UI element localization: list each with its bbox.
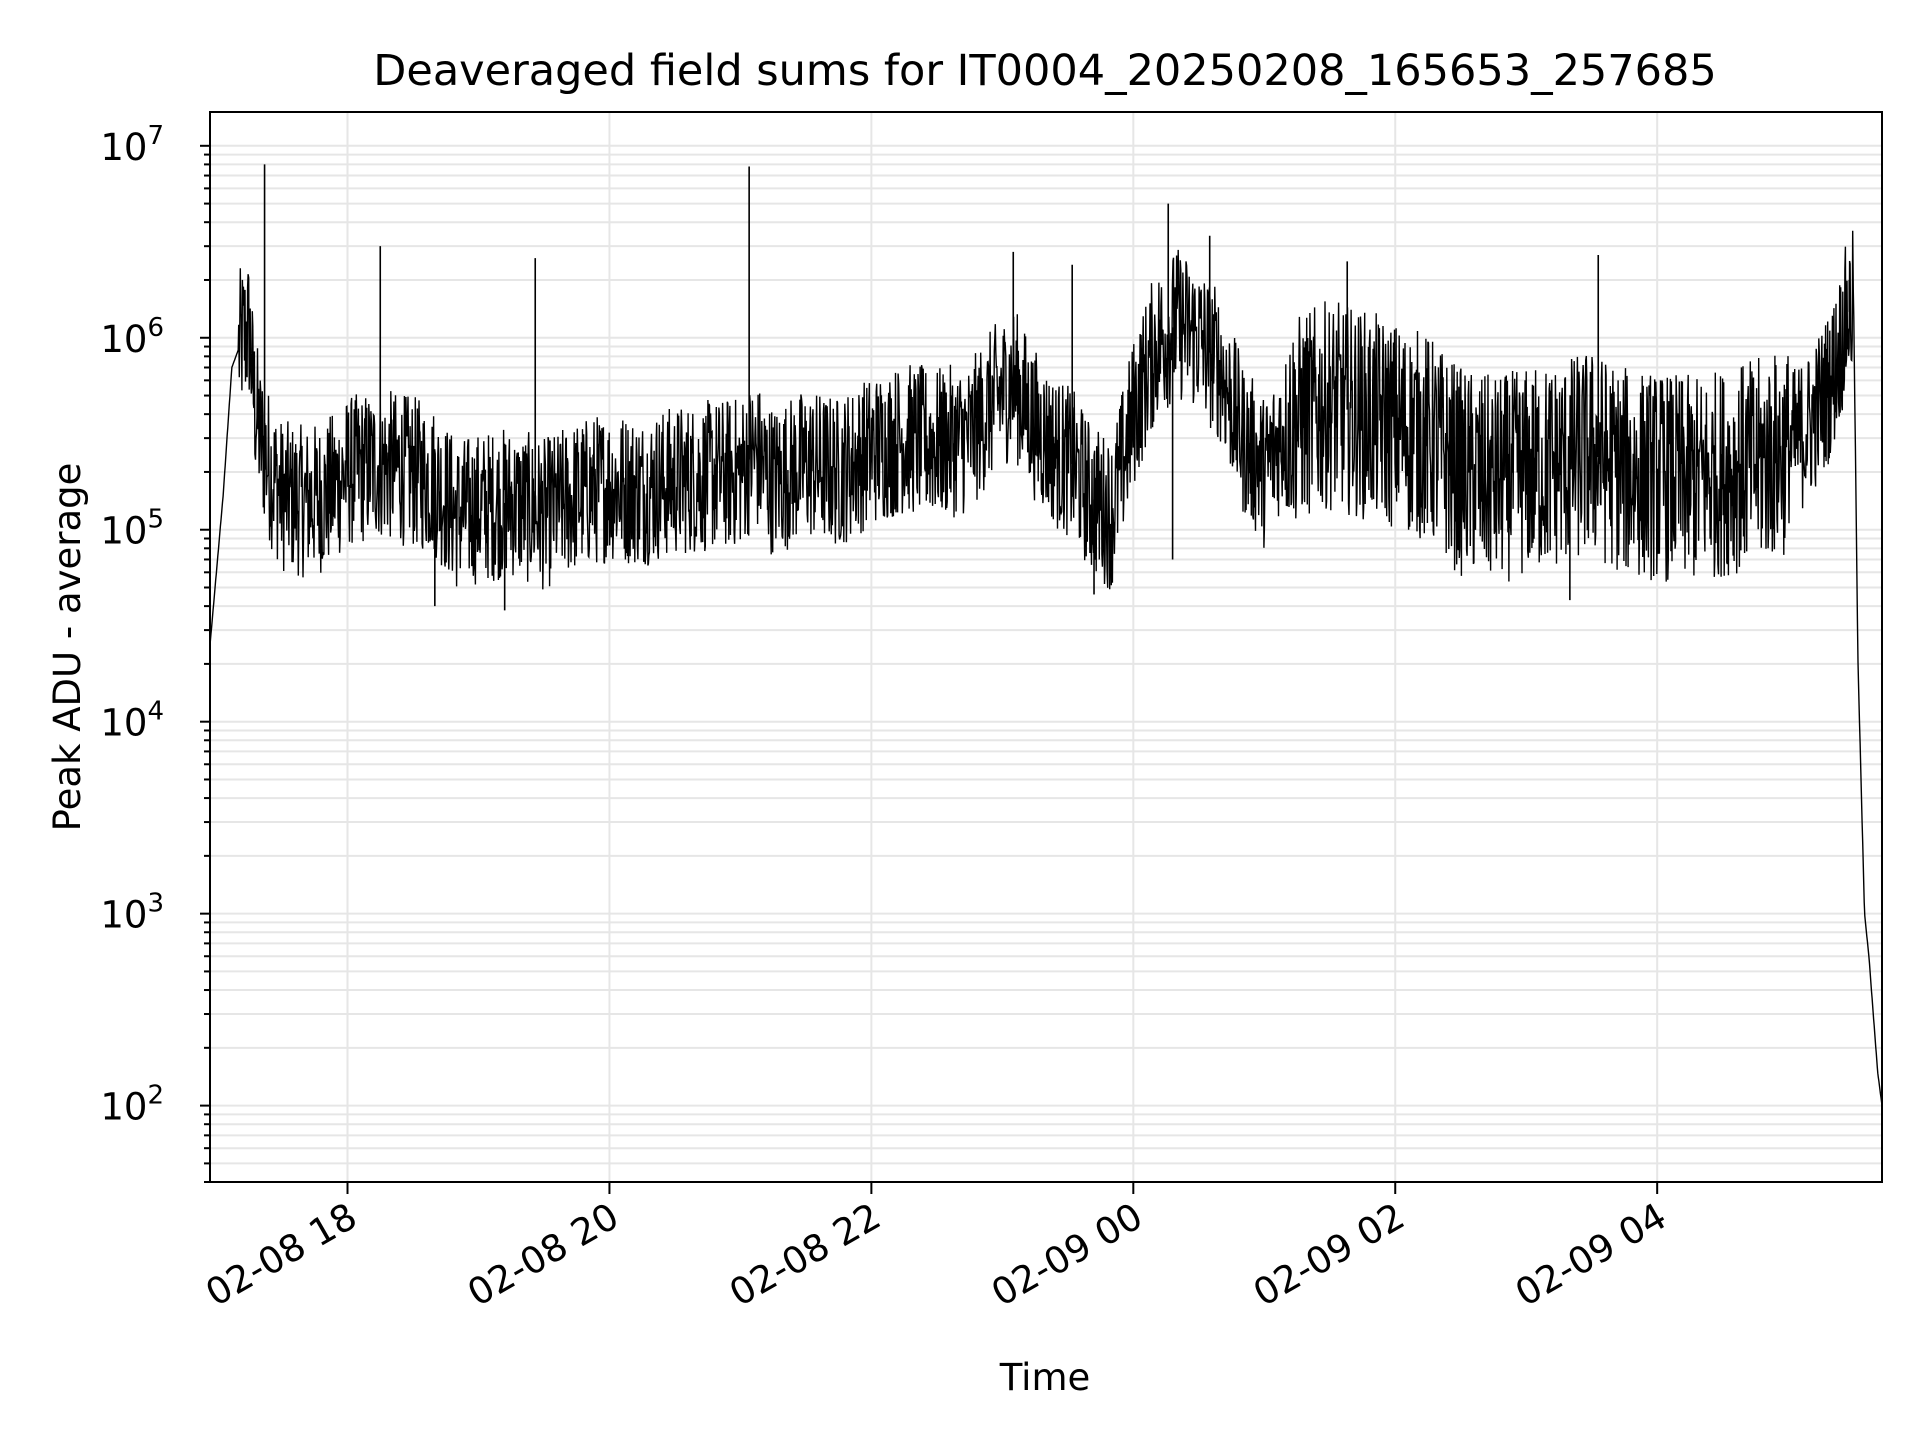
y-axis: 102 103 104 105 106 107 (100, 121, 210, 1183)
series-layer (209, 164, 1883, 1106)
y-tick-label: 102 (100, 1081, 164, 1129)
x-axis-label: Time (999, 1356, 1091, 1399)
plot-frame (209, 111, 1883, 1183)
y-tick-label: 106 (100, 313, 164, 361)
y-tick-label: 103 (100, 889, 164, 937)
y-tick-label: 105 (100, 505, 164, 553)
series-line (209, 230, 1883, 1106)
y-tick-label: 107 (100, 121, 164, 169)
y-axis-label: Peak ADU - average (46, 463, 89, 832)
y-tick-label: 104 (100, 697, 164, 745)
chart-title: Deaveraged field sums for IT0004_2025020… (373, 46, 1716, 96)
